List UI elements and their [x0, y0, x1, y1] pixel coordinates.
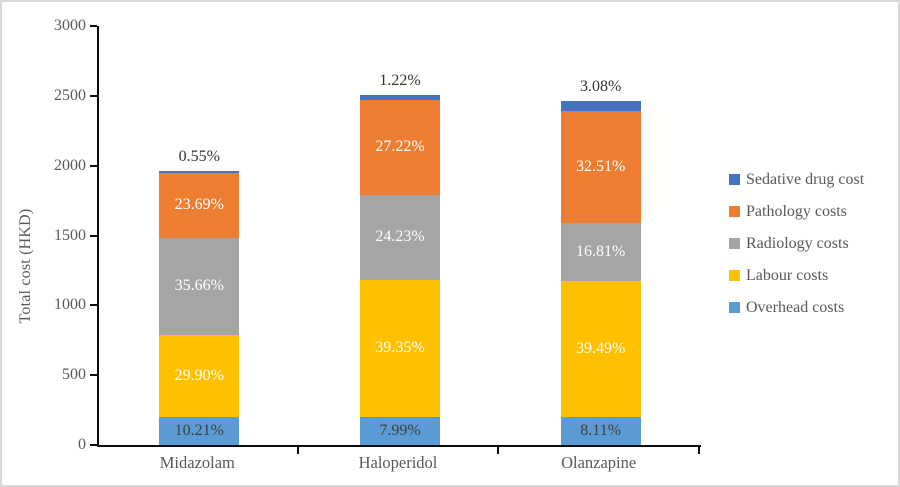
x-tick-mark	[698, 447, 700, 454]
bar-segment: 27.22%	[359, 99, 440, 195]
y-tick-mark	[90, 94, 97, 97]
y-tick-mark	[90, 304, 97, 307]
y-tick-label: 2500	[54, 86, 86, 104]
bar-segment: 24.23%	[359, 194, 440, 280]
legend-item: Radiology costs	[729, 234, 864, 253]
y-tick-mark	[90, 234, 97, 237]
bar-segment-label: 32.51%	[575, 158, 626, 176]
bar-segment: 39.49%	[560, 281, 641, 418]
bar-segment	[359, 95, 440, 100]
y-tick-mark	[90, 25, 97, 27]
y-tick-label: 1000	[54, 296, 86, 314]
legend-swatch	[729, 270, 740, 281]
category-label: Haloperidol	[358, 453, 438, 472]
y-tick-label: 500	[62, 366, 86, 384]
bar-segment: 7.99%	[359, 417, 440, 445]
bar-segment-label: 7.99%	[379, 422, 421, 440]
x-tick-mark	[497, 447, 500, 454]
bar-segment-label: 39.35%	[375, 339, 425, 357]
legend-swatch	[729, 238, 740, 249]
bar-segment-label: 29.90%	[174, 367, 224, 385]
stacked-bar: 10.21% 29.90% 35.66% 23.69%	[159, 171, 240, 445]
bar-segment: 29.90%	[159, 335, 240, 418]
category-label: Midazolam	[159, 453, 235, 472]
legend-label: Labour costs	[746, 266, 829, 284]
bar-segment-label: 16.81%	[575, 243, 626, 261]
legend-label: Sedative drug cost	[746, 170, 865, 188]
bar-total-label: 1.22%	[379, 72, 421, 90]
bar-segment-label: 39.49%	[575, 340, 626, 358]
plot-area: 10.21% 29.90% 35.66% 23.69% 0.55% 7.99% 39.35%…	[97, 26, 701, 447]
category-slot: 8.11% 39.49% 16.81% 32.51% 3.08%	[500, 26, 701, 445]
bar-segment: 23.69%	[159, 172, 240, 238]
bar-segment	[159, 171, 240, 173]
stacked-bar: 8.11% 39.49% 16.81% 32.51%	[560, 100, 641, 445]
bar-segment: 8.11%	[560, 417, 641, 445]
bar-segment-label: 27.22%	[375, 138, 425, 156]
y-tick-mark	[90, 164, 97, 167]
legend-label: Pathology costs	[746, 202, 847, 220]
bar-segment-label: 10.21%	[174, 422, 224, 440]
legend-item: Sedative drug cost	[729, 170, 864, 189]
bar-segment-label: 8.11%	[580, 422, 622, 440]
category-label: Olanzapine	[561, 453, 637, 472]
x-tick-mark	[296, 447, 299, 454]
bar-segment: 16.81%	[560, 223, 641, 282]
y-tick-label: 2000	[54, 156, 86, 174]
legend-item: Labour costs	[729, 266, 864, 285]
legend-item: Overhead costs	[729, 298, 864, 317]
bar-segment	[560, 100, 641, 112]
legend: Sedative drug cost Pathology costs Radiolo…	[729, 170, 864, 330]
bar-total-label: 3.08%	[579, 77, 622, 95]
y-tick-label: 3000	[54, 17, 86, 34]
bar-segment: 35.66%	[159, 237, 240, 336]
stacked-bar: 7.99% 39.35% 24.23% 27.22%	[359, 95, 440, 445]
legend-swatch	[729, 174, 740, 185]
bar-total-label: 0.55%	[178, 148, 220, 166]
y-tick-mark	[90, 374, 97, 377]
y-tick-label: 1500	[54, 226, 86, 244]
bar-segment: 10.21%	[159, 417, 240, 445]
bar-segment-label: 35.66%	[174, 277, 224, 295]
category-slot: 7.99% 39.35% 24.23% 27.22% 1.22%	[300, 26, 501, 445]
bar-segment: 32.51%	[560, 111, 641, 224]
category-slot: 10.21% 29.90% 35.66% 23.69% 0.55%	[99, 26, 300, 445]
bar-segment-label: 23.69%	[174, 196, 224, 214]
y-tick-mark	[90, 444, 97, 446]
bar-segment: 39.35%	[359, 279, 440, 418]
legend-item: Pathology costs	[729, 202, 864, 221]
legend-label: Radiology costs	[746, 234, 849, 252]
legend-swatch	[729, 302, 740, 313]
legend-label: Overhead costs	[746, 298, 845, 316]
bar-segment-label: 24.23%	[375, 228, 425, 246]
y-tick-label: 0	[78, 436, 86, 453]
legend-swatch	[729, 206, 740, 217]
